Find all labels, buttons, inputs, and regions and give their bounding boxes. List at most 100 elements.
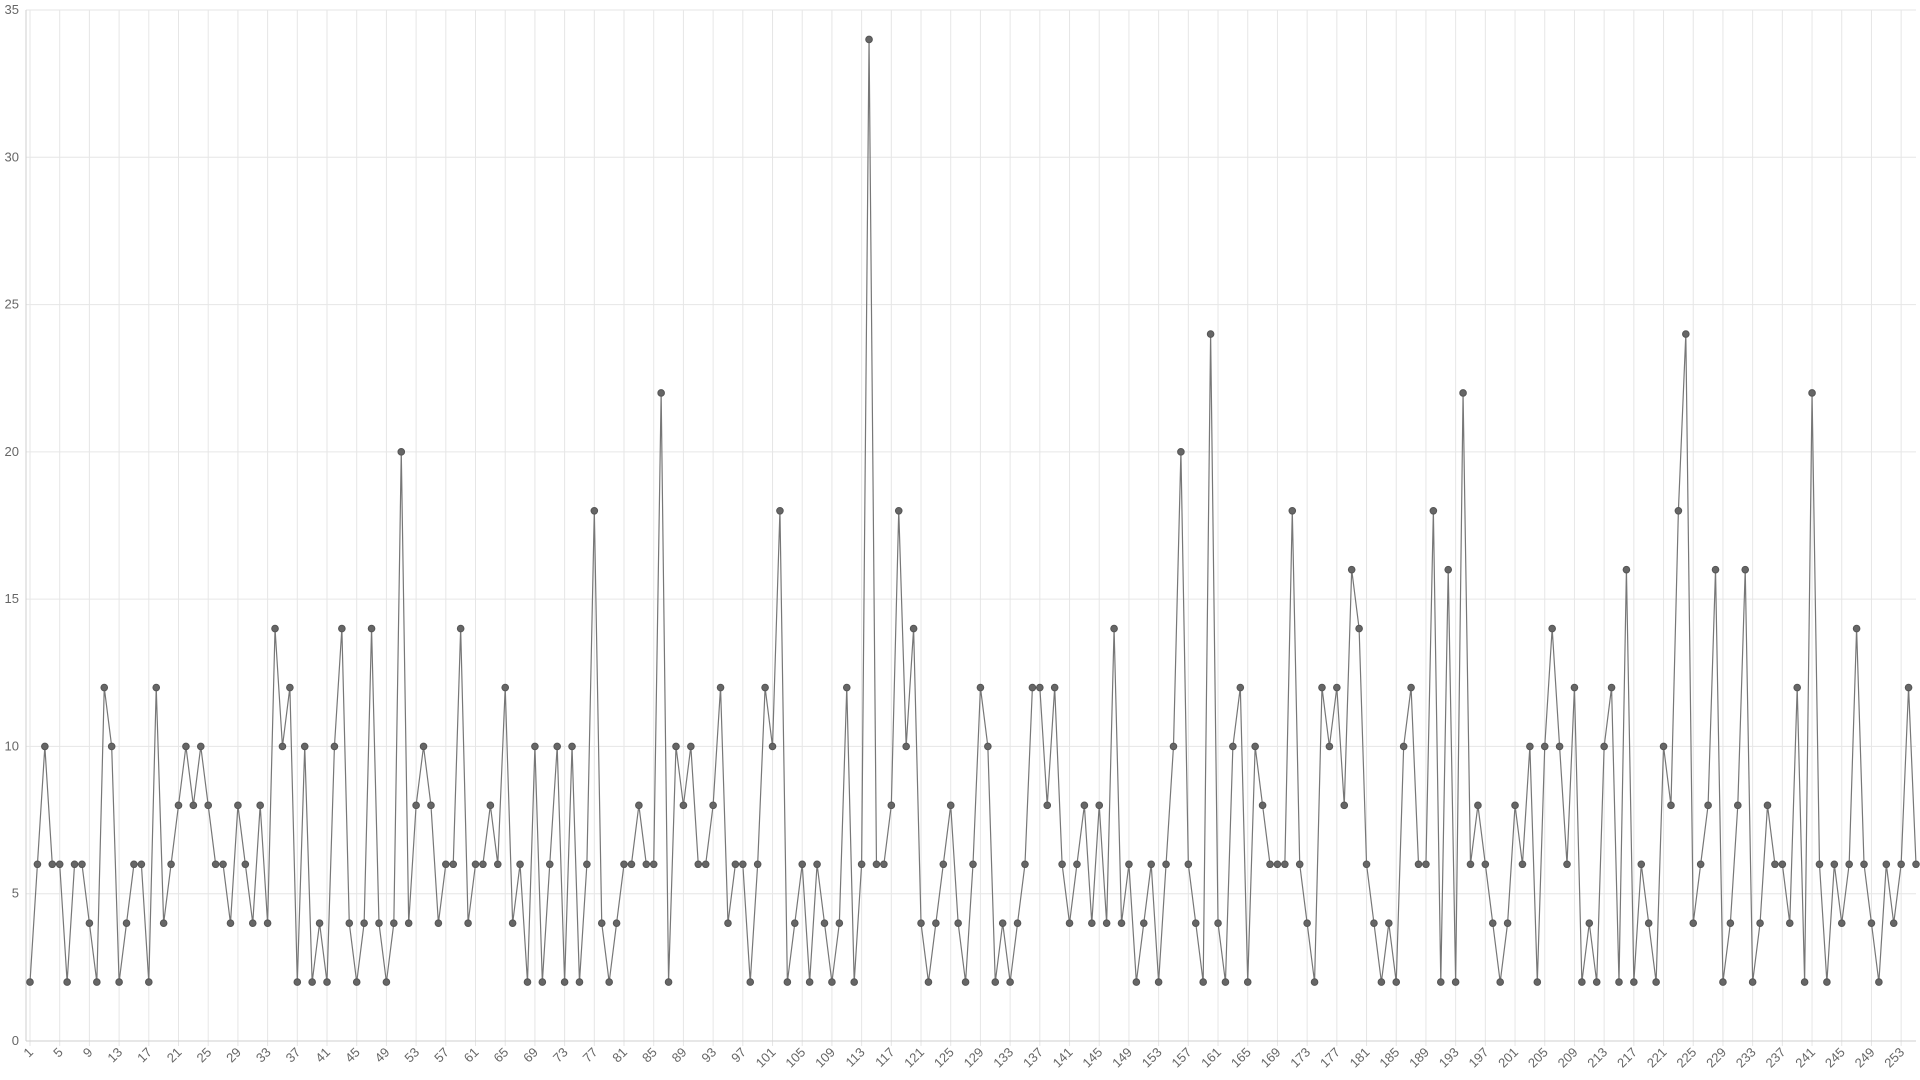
point [1756, 919, 1764, 927]
point [813, 860, 821, 869]
point [583, 860, 591, 869]
point [1570, 683, 1579, 692]
point [1540, 742, 1549, 751]
point [196, 742, 205, 751]
x-tick-label: 217 [1614, 1045, 1640, 1071]
point [1377, 978, 1386, 986]
x-tick-label: 185 [1376, 1045, 1402, 1071]
point [271, 624, 279, 633]
point [508, 919, 517, 927]
point [1318, 683, 1326, 692]
point [1511, 801, 1519, 810]
point [1785, 919, 1794, 927]
point [63, 978, 71, 986]
point [1860, 860, 1868, 869]
x-tick-label: 1 [20, 1045, 36, 1061]
point [865, 35, 873, 44]
point [1867, 919, 1876, 927]
point [1110, 624, 1118, 633]
point [1088, 919, 1096, 927]
point [635, 801, 643, 810]
point [122, 919, 131, 927]
point [390, 919, 398, 927]
point [1526, 742, 1534, 751]
point [1563, 860, 1571, 869]
x-tick-label: 73 [550, 1045, 571, 1066]
point [1177, 448, 1185, 456]
point [687, 742, 695, 751]
point [835, 919, 844, 927]
point [887, 801, 896, 810]
point [100, 683, 109, 692]
point [449, 860, 458, 869]
point [412, 801, 420, 810]
x-tick-label: 165 [1228, 1045, 1254, 1071]
point [1748, 978, 1757, 986]
point [367, 624, 376, 633]
x-tick-label: 45 [342, 1045, 363, 1066]
point [1310, 978, 1319, 986]
x-tick-label: 89 [669, 1045, 690, 1066]
point [1622, 565, 1631, 574]
point [991, 978, 1000, 986]
point [1615, 978, 1623, 986]
point [278, 742, 287, 751]
x-tick-label: 5 [50, 1045, 66, 1061]
point [493, 860, 502, 869]
y-tick-label: 5 [12, 886, 19, 901]
x-tick-label: 125 [931, 1045, 957, 1071]
point [746, 978, 755, 986]
point [419, 742, 428, 751]
point [1733, 801, 1742, 810]
point [211, 860, 220, 869]
point [1466, 860, 1475, 869]
point [1711, 565, 1720, 574]
x-tick-label: 97 [728, 1045, 749, 1066]
point [954, 919, 962, 927]
point [464, 919, 472, 927]
point [1080, 801, 1089, 810]
point [182, 742, 190, 751]
point [1117, 919, 1126, 927]
point [308, 978, 316, 986]
point [820, 919, 829, 927]
point [1488, 919, 1497, 927]
x-tick-label: 153 [1139, 1045, 1165, 1071]
point [263, 919, 272, 927]
point [605, 978, 613, 986]
point [1481, 860, 1490, 869]
y-tick-label: 15 [5, 591, 19, 606]
point [486, 801, 495, 810]
point [48, 860, 57, 869]
point [1837, 919, 1846, 927]
point [1830, 860, 1839, 869]
x-tick-label: 181 [1347, 1045, 1373, 1071]
point [1882, 860, 1891, 869]
point [1897, 860, 1905, 869]
point [1333, 683, 1341, 692]
point [1407, 683, 1415, 692]
point [1719, 978, 1727, 986]
point [1385, 919, 1393, 927]
point [1689, 919, 1698, 927]
x-tick-label: 197 [1466, 1045, 1492, 1071]
point [1726, 919, 1735, 927]
point [189, 801, 198, 810]
point [924, 978, 933, 986]
point [716, 683, 725, 692]
point [107, 742, 116, 751]
x-tick-label: 33 [253, 1045, 274, 1066]
point [790, 919, 799, 927]
point [776, 506, 784, 515]
point [501, 683, 510, 692]
point [1065, 919, 1074, 927]
point [130, 860, 138, 869]
x-tick-label: 21 [164, 1045, 185, 1066]
point [1214, 919, 1222, 927]
x-tick-label: 213 [1584, 1045, 1610, 1071]
point [1347, 565, 1356, 574]
point [1132, 978, 1141, 986]
point [1823, 978, 1831, 986]
point [1652, 978, 1660, 986]
